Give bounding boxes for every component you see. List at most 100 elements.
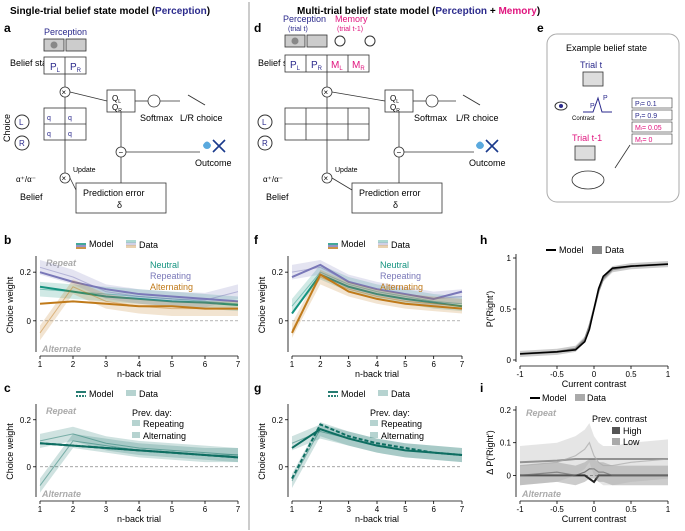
legend-data-swatch: [575, 394, 585, 401]
grating-icon: [50, 41, 58, 49]
lr-choice-label: L/R choice: [180, 113, 223, 123]
chart-c: 0 0.2 1 2 3 4 5 6 7 n-back trial Choice weight Repe…: [5, 389, 241, 524]
x-tick-label: 2: [71, 505, 76, 514]
legend-data: Data: [391, 240, 410, 250]
data-band-repeating: [292, 260, 462, 307]
x-tick-label: 2: [71, 360, 76, 369]
trial-t-label: Trial t: [580, 60, 603, 70]
x-tick-label: -1: [516, 370, 524, 379]
trial-t-stimulus: [582, 71, 604, 87]
right-choice-icon: [14, 135, 30, 151]
y-tick-label: 0: [279, 463, 284, 472]
panel-letter-b: b: [4, 233, 11, 247]
svg-text:Belief: Belief: [266, 192, 289, 202]
belief-distribution-icon: [583, 96, 612, 113]
legend-data-swatch: [378, 242, 388, 246]
y-tick-label: 0.2: [272, 416, 284, 425]
prediction-error-box-d: [351, 182, 443, 214]
delta-label: δ: [117, 200, 122, 210]
annotation-alternate: Alternate: [521, 489, 561, 499]
y-tick-label: 0: [27, 463, 32, 472]
memory-right-icon: [364, 35, 376, 47]
y-axis-label: P('Right'): [485, 291, 495, 327]
chart-g: 0 0.2 1 2 3 4 5 6 7 n-back trial Choice weight Mode…: [257, 389, 465, 524]
panel-letter-g: g: [254, 381, 261, 395]
x-tick-label: 0: [592, 370, 597, 379]
svg-text:L: L: [19, 118, 24, 127]
svg-text:R: R: [19, 139, 25, 148]
model-line-repeating: [291, 428, 463, 457]
x-tick-label: 1: [38, 505, 43, 514]
example-belief-state: Example belief state Trial t Contrast P …: [546, 33, 680, 203]
x-tick-label: 5: [170, 360, 175, 369]
x-tick-label: 6: [203, 360, 208, 369]
data-band-alternating: [292, 269, 462, 338]
x-axis-label: n-back trial: [355, 514, 399, 524]
legend-data-swatch: [126, 245, 136, 248]
eye-icon: [554, 101, 568, 111]
x-tick-label: 7: [236, 360, 241, 369]
annotation-repeat: Repeat: [46, 258, 77, 268]
annotation-repeat: Repeat: [46, 406, 77, 416]
svg-text:ML: ML: [331, 60, 343, 72]
prediction-error-label: Prediction error: [83, 188, 145, 198]
legend-model: Model: [542, 393, 567, 403]
water-drop-icon: [203, 141, 211, 149]
x-tick-label: 5: [403, 360, 408, 369]
stimulus-icon-right-d: [306, 34, 328, 48]
pl-value-box: [631, 97, 673, 109]
y-tick-label: 0: [507, 471, 512, 480]
choice-slash-icon-d: [462, 94, 481, 106]
svg-text:QR: QR: [390, 103, 400, 114]
legend-alternating-swatch: [132, 432, 140, 438]
model-line-repeating: [291, 263, 463, 300]
data-line-repeating: [39, 433, 239, 456]
alpha-label: α⁺/α⁻: [16, 175, 36, 184]
model-line-alternating: [291, 273, 463, 334]
left-choice-icon: [14, 114, 30, 130]
y-tick-label: 0: [507, 356, 512, 365]
model-line-repeating: [39, 271, 239, 303]
legend-model: Model: [89, 389, 114, 399]
legend-data: Data: [587, 393, 606, 403]
legend-repeating-swatch: [132, 420, 140, 426]
x-axis-label: n-back trial: [117, 514, 161, 524]
panel-letter-a: a: [4, 21, 11, 35]
x-axis-label: n-back trial: [355, 369, 399, 379]
memory-sub-label: (trial t-1): [337, 26, 363, 33]
y-tick-label: 0.2: [20, 268, 32, 277]
svg-text:PR: PR: [311, 60, 323, 72]
svg-text:Pᵣ= 0.9: Pᵣ= 0.9: [635, 113, 657, 120]
legend-data-swatch: [126, 240, 136, 243]
data-band-alternating: [40, 279, 238, 341]
x-tick-label: 7: [460, 360, 465, 369]
data-band-repeating: [40, 260, 238, 308]
x-tick-label: 6: [203, 505, 208, 514]
model-line: [519, 263, 669, 355]
x-tick-label: 5: [170, 505, 175, 514]
data-band-neutral: [40, 281, 238, 312]
trial-t1-label: Trial t-1: [572, 133, 602, 143]
legend-model: Model: [559, 245, 584, 255]
stimulus-icon-right: [65, 38, 87, 52]
legend-prev-day: Prev. day:: [370, 408, 410, 418]
mr-value-box: [631, 133, 673, 145]
panel-letter-h: h: [480, 233, 487, 247]
legend-data-swatch: [126, 242, 136, 246]
svg-text:−: −: [397, 148, 402, 157]
left-choice-icon-d: [257, 114, 273, 130]
y-tick-label: 0: [279, 317, 284, 326]
chart-h: 0 0.5 1 -1 -0.5 0 0.5 1 Current contrast P('Right…: [485, 245, 671, 389]
model-line-alternating: [39, 300, 238, 310]
x-tick-label: -1: [516, 505, 524, 514]
svg-text:q: q: [68, 115, 72, 122]
data-line-high-data: [519, 468, 668, 477]
svg-text:q: q: [68, 131, 72, 138]
legend-data: Data: [605, 245, 624, 255]
perception-sub-label: (trial t): [288, 26, 308, 33]
legend-model: Model: [341, 239, 366, 249]
data-line-neutral: [291, 271, 463, 307]
x-tick-label: 1: [290, 360, 295, 369]
x-tick-label: 6: [431, 360, 436, 369]
legend-alternating: Alternating: [143, 431, 186, 441]
